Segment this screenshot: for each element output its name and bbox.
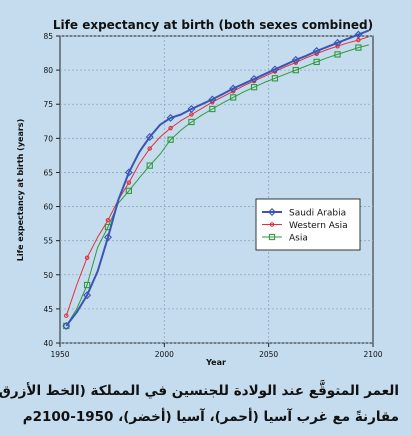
legend-item: Western Asia: [262, 221, 348, 231]
axis-ticks: 1950 2000 2050 2100 40 45 50 55 60 65 70 75 80 85: [43, 32, 382, 359]
legend-label: Asia: [289, 234, 308, 244]
data-point: [354, 30, 363, 39]
data-point: [126, 180, 132, 185]
y-tick-label: 75: [43, 100, 53, 109]
data-point: [333, 38, 342, 47]
y-tick-label: 70: [43, 134, 53, 143]
data-point: [168, 125, 173, 131]
data-point: [83, 291, 92, 300]
x-tick-label: 2050: [259, 350, 278, 359]
plot-area: [59, 35, 374, 344]
data-point: [62, 321, 71, 330]
data-point: [291, 55, 300, 64]
x-tick-label: 2100: [363, 350, 382, 359]
data-point: [166, 113, 175, 122]
data-point: [124, 168, 133, 177]
data-point: [84, 255, 90, 260]
data-point: [313, 58, 320, 66]
x-tick-label: 1950: [50, 350, 69, 359]
x-axis-label: Year: [205, 358, 226, 367]
legend-marker: [268, 233, 276, 241]
data-point: [250, 75, 259, 83]
data-point: [270, 65, 279, 74]
y-tick-label: 65: [43, 168, 53, 177]
data-point: [147, 146, 152, 151]
legend-marker: [269, 222, 275, 227]
data-point: [187, 105, 196, 113]
y-tick-label: 40: [43, 339, 53, 348]
data-point: [105, 217, 111, 223]
data-point: [145, 132, 154, 141]
series-saudi-arabia: [62, 29, 370, 330]
data-point: [167, 136, 174, 143]
legend-label: Saudi Arabia: [289, 209, 346, 219]
data-point: [146, 162, 153, 169]
y-axis-label: Life expectancy at birth (years): [16, 119, 25, 261]
data-point: [355, 44, 362, 51]
data-point: [64, 313, 69, 318]
legend-item: Saudi Arabia: [262, 208, 346, 219]
data-point: [208, 95, 217, 104]
data-point: [292, 66, 299, 74]
data-point: [230, 94, 237, 101]
series-group: [62, 29, 370, 330]
data-point: [83, 281, 91, 289]
data-point: [188, 118, 195, 126]
legend-item: Asia: [262, 234, 308, 244]
data-point: [104, 233, 112, 242]
data-point: [125, 187, 133, 195]
chart-title: Life expectancy at birth (both sexes com…: [53, 18, 373, 32]
life-expectancy-chart: Life expectancy at birth (both sexes com…: [16, 18, 383, 367]
y-tick-label: 50: [43, 271, 53, 280]
caption-line-2: مقارنةً مع غرب آسيا (أحمر)، آسيا (أخضر)،…: [22, 409, 399, 425]
data-point: [209, 105, 216, 113]
y-tick-label: 80: [43, 66, 53, 75]
y-tick-label: 55: [43, 237, 53, 246]
data-point: [335, 43, 340, 49]
data-point: [312, 47, 321, 55]
data-point: [229, 84, 238, 93]
caption-line-1: العمر المتوقَّع عند الولادة للجنسين في ا…: [0, 383, 399, 399]
data-point: [334, 51, 341, 58]
y-tick-label: 85: [43, 32, 53, 41]
y-tick-label: 45: [43, 305, 53, 314]
legend-marker: [268, 208, 276, 216]
caption: العمر المتوقَّع عند الولادة للجنسين في ا…: [0, 378, 399, 430]
y-tick-label: 60: [43, 203, 53, 212]
data-point: [250, 84, 258, 91]
legend: Saudi Arabia Western Asia Asia: [255, 198, 361, 251]
x-tick-label: 2000: [155, 350, 174, 359]
legend-label: Western Asia: [289, 221, 348, 231]
data-point: [271, 75, 279, 82]
